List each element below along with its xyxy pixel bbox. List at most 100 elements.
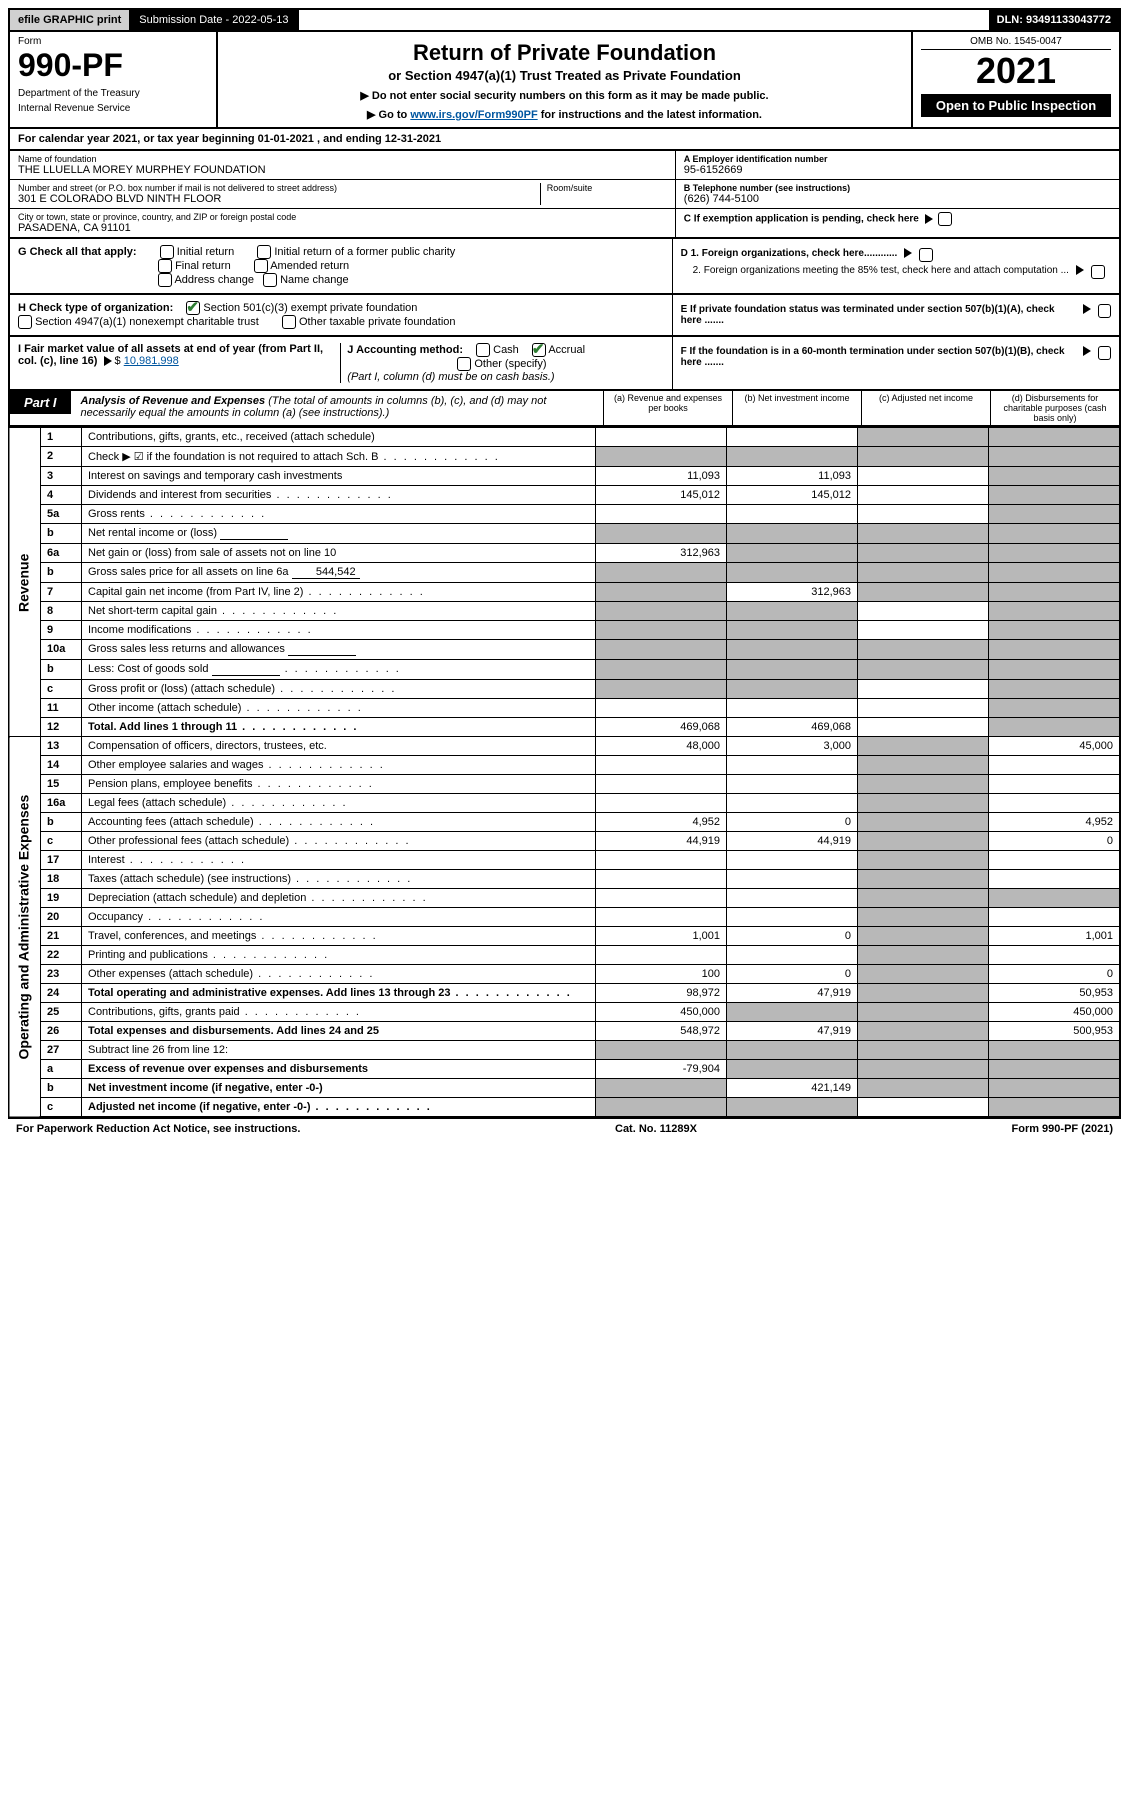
row-num: a	[41, 1060, 82, 1079]
row-num: 23	[41, 965, 82, 984]
check-row-ijf: I Fair market value of all assets at end…	[8, 337, 1121, 391]
final-return-label: Final return	[175, 260, 231, 272]
paperwork-notice: For Paperwork Reduction Act Notice, see …	[16, 1123, 300, 1135]
row-desc: Capital gain net income (from Part IV, l…	[82, 583, 596, 602]
4947a1-checkbox[interactable]	[18, 315, 32, 329]
goto-pre: ▶ Go to	[367, 109, 410, 121]
row-num: 20	[41, 908, 82, 927]
row-num: 22	[41, 946, 82, 965]
d2-checkbox[interactable]	[1091, 265, 1105, 279]
row-desc: Other expenses (attach schedule)	[82, 965, 596, 984]
row-desc: Total. Add lines 1 through 11	[82, 718, 596, 737]
row-desc: Total operating and administrative expen…	[82, 984, 596, 1003]
foundation-address: 301 E COLORADO BLVD NINTH FLOOR	[18, 193, 540, 205]
table-row: Operating and Administrative Expenses13C…	[9, 737, 1120, 756]
address-change-checkbox[interactable]	[158, 273, 172, 287]
row-num: 26	[41, 1022, 82, 1041]
name-change-label: Name change	[280, 274, 349, 286]
row-num: b	[41, 524, 82, 544]
table-row: 10aGross sales less returns and allowanc…	[9, 640, 1120, 660]
table-row: 19Depreciation (attach schedule) and dep…	[9, 889, 1120, 908]
form-number: 990-PF	[18, 47, 208, 84]
row-desc: Gross rents	[82, 505, 596, 524]
cash-checkbox[interactable]	[476, 343, 490, 357]
row-desc: Gross profit or (loss) (attach schedule)	[82, 680, 596, 699]
row-desc: Adjusted net income (if negative, enter …	[82, 1098, 596, 1118]
accrual-label: Accrual	[548, 344, 585, 356]
goto-post: for instructions and the latest informat…	[538, 109, 762, 121]
dept-treasury: Department of the Treasury	[18, 88, 208, 99]
arrow-icon	[1083, 346, 1091, 356]
row-num: 16a	[41, 794, 82, 813]
501c3-label: Section 501(c)(3) exempt private foundat…	[203, 302, 417, 314]
initial-return-checkbox[interactable]	[160, 245, 174, 259]
table-row: 5aGross rents	[9, 505, 1120, 524]
table-row: 9Income modifications	[9, 621, 1120, 640]
row-num: 18	[41, 870, 82, 889]
table-row: 11Other income (attach schedule)	[9, 699, 1120, 718]
d1-checkbox[interactable]	[919, 248, 933, 262]
row-desc: Excess of revenue over expenses and disb…	[82, 1060, 596, 1079]
row-num: 12	[41, 718, 82, 737]
table-row: Revenue1Contributions, gifts, grants, et…	[9, 428, 1120, 447]
part1-header: Part I Analysis of Revenue and Expenses …	[8, 391, 1121, 427]
cash-label: Cash	[493, 344, 519, 356]
table-row: 6aNet gain or (loss) from sale of assets…	[9, 544, 1120, 563]
col-d-header: (d) Disbursements for charitable purpose…	[990, 391, 1119, 425]
table-row: 12Total. Add lines 1 through 11469,06846…	[9, 718, 1120, 737]
table-row: 7Capital gain net income (from Part IV, …	[9, 583, 1120, 602]
part1-desc: Analysis of Revenue and Expenses (The to…	[71, 391, 603, 423]
row-num: 5a	[41, 505, 82, 524]
exemption-checkbox[interactable]	[938, 212, 952, 226]
header-right: OMB No. 1545-0047 2021 Open to Public In…	[911, 32, 1119, 127]
room-label: Room/suite	[547, 183, 667, 193]
h-label: H Check type of organization:	[18, 302, 173, 314]
table-row: bNet rental income or (loss)	[9, 524, 1120, 544]
amended-return-checkbox[interactable]	[254, 259, 268, 273]
initial-public-label: Initial return of a former public charit…	[274, 246, 455, 258]
table-row: 8Net short-term capital gain	[9, 602, 1120, 621]
part1-label: Part I	[10, 391, 71, 414]
row-desc: Pension plans, employee benefits	[82, 775, 596, 794]
table-row: cGross profit or (loss) (attach schedule…	[9, 680, 1120, 699]
form-header: Form 990-PF Department of the Treasury I…	[8, 32, 1121, 129]
name-change-checkbox[interactable]	[263, 273, 277, 287]
arrow-icon	[1076, 265, 1084, 275]
table-row: 16aLegal fees (attach schedule)	[9, 794, 1120, 813]
open-public-label: Open to Public Inspection	[921, 94, 1111, 117]
other-method-checkbox[interactable]	[457, 357, 471, 371]
e-checkbox[interactable]	[1098, 304, 1111, 318]
goto-note: ▶ Go to www.irs.gov/Form990PF for instru…	[228, 108, 901, 121]
501c3-checkbox[interactable]	[186, 301, 200, 315]
e-label: E If private foundation status was termi…	[681, 304, 1076, 326]
col-a-header: (a) Revenue and expenses per books	[603, 391, 732, 425]
j-note: (Part I, column (d) must be on cash basi…	[347, 371, 554, 383]
table-row: 2Check ▶ ☑ if the foundation is not requ…	[9, 447, 1120, 467]
section-label: Revenue	[9, 428, 41, 737]
final-return-checkbox[interactable]	[158, 259, 172, 273]
header-left: Form 990-PF Department of the Treasury I…	[10, 32, 218, 127]
row-desc: Contributions, gifts, grants paid	[82, 1003, 596, 1022]
foundation-city: PASADENA, CA 91101	[18, 222, 667, 234]
table-row: 17Interest	[9, 851, 1120, 870]
f-checkbox[interactable]	[1098, 346, 1111, 360]
table-row: 14Other employee salaries and wages	[9, 756, 1120, 775]
table-row: 3Interest on savings and temporary cash …	[9, 467, 1120, 486]
row-desc: Check ▶ ☑ if the foundation is not requi…	[82, 447, 596, 467]
4947a1-label: Section 4947(a)(1) nonexempt charitable …	[35, 316, 259, 328]
table-row: 15Pension plans, employee benefits	[9, 775, 1120, 794]
accrual-checkbox[interactable]	[532, 343, 546, 357]
tax-year: 2021	[921, 50, 1111, 92]
row-num: 11	[41, 699, 82, 718]
amended-return-label: Amended return	[270, 260, 349, 272]
form990pf-link[interactable]: www.irs.gov/Form990PF	[410, 109, 537, 121]
other-taxable-label: Other taxable private foundation	[299, 316, 456, 328]
row-num: 25	[41, 1003, 82, 1022]
row-num: b	[41, 563, 82, 583]
other-taxable-checkbox[interactable]	[282, 315, 296, 329]
name-label: Name of foundation	[18, 154, 667, 164]
initial-public-checkbox[interactable]	[257, 245, 271, 259]
row-num: 6a	[41, 544, 82, 563]
topbar: efile GRAPHIC print Submission Date - 20…	[8, 8, 1121, 32]
fmv-assets-value: 10,981,998	[124, 355, 179, 367]
